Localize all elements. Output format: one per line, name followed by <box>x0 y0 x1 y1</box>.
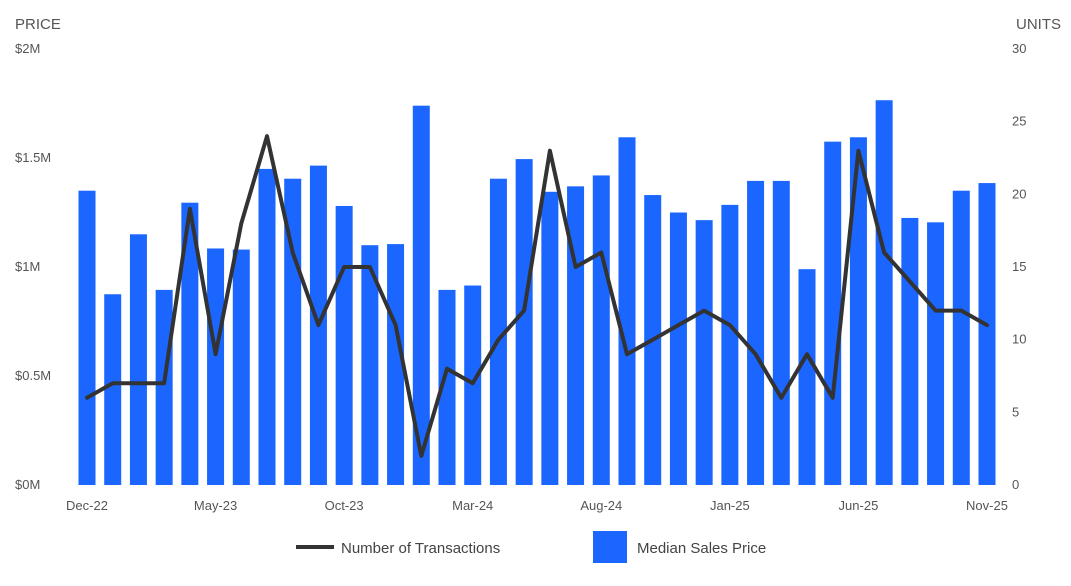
x-tick-label: Nov-25 <box>966 498 1008 513</box>
left-axis-title: PRICE <box>15 16 61 33</box>
bar <box>78 190 96 485</box>
right-tick-label: 30 <box>1012 41 1026 56</box>
x-tick-label: May-23 <box>194 498 237 513</box>
bar <box>798 269 816 485</box>
right-axis-ticks: 0 5 10 15 20 25 30 <box>1012 41 1026 492</box>
right-tick-label: 10 <box>1012 332 1026 347</box>
right-tick-label: 25 <box>1012 114 1026 129</box>
x-axis-ticks: Dec-22 May-23 Oct-23 Mar-24 Aug-24 Jan-25 Jun-… <box>66 498 1008 513</box>
bar <box>104 294 122 485</box>
bar <box>618 137 636 486</box>
legend: Number of Transactions Median Sales Price <box>296 531 766 563</box>
bar <box>284 178 302 485</box>
bar <box>361 245 379 485</box>
bar <box>849 137 867 486</box>
bar <box>258 168 276 485</box>
bar <box>875 100 893 485</box>
bar <box>901 217 919 485</box>
left-tick-label: $1.5M <box>15 150 51 165</box>
bar <box>772 180 790 485</box>
line-series <box>85 134 989 458</box>
left-tick-label: $0M <box>15 477 40 492</box>
right-axis-title: UNITS <box>1016 16 1061 33</box>
x-tick-label: Mar-24 <box>452 498 493 513</box>
x-tick-label: Jan-25 <box>710 498 750 513</box>
left-axis-ticks: $0M $0.5M $1M $1.5M $2M <box>15 41 51 492</box>
bar <box>592 175 610 485</box>
transactions-line <box>85 134 989 458</box>
bar <box>721 204 739 485</box>
bar <box>515 159 533 485</box>
bar <box>747 180 765 485</box>
bar <box>438 289 456 485</box>
bar <box>335 205 353 485</box>
bar <box>978 183 996 485</box>
bar <box>669 212 687 485</box>
left-tick-label: $2M <box>15 41 40 56</box>
legend-label-transactions: Number of Transactions <box>341 540 500 557</box>
right-tick-label: 0 <box>1012 477 1019 492</box>
bar <box>695 220 713 485</box>
left-tick-label: $0.5M <box>15 368 51 383</box>
bar <box>387 244 405 485</box>
bar <box>155 289 173 485</box>
left-tick-label: $1M <box>15 259 40 274</box>
bar <box>927 222 945 485</box>
legend-label-price: Median Sales Price <box>637 540 766 557</box>
x-tick-label: Aug-24 <box>580 498 622 513</box>
x-tick-label: Dec-22 <box>66 498 108 513</box>
x-tick-label: Oct-23 <box>325 498 364 513</box>
bar <box>232 249 250 485</box>
bar <box>541 191 559 486</box>
bar <box>952 190 970 485</box>
x-tick-label: Jun-25 <box>839 498 879 513</box>
right-tick-label: 20 <box>1012 186 1026 201</box>
legend-box-swatch <box>593 531 627 563</box>
right-tick-label: 15 <box>1012 259 1026 274</box>
bar <box>412 105 430 486</box>
bar <box>489 178 507 485</box>
bar-series <box>78 100 996 486</box>
bar <box>129 234 147 485</box>
bar <box>567 186 585 485</box>
right-tick-label: 5 <box>1012 404 1019 419</box>
bar <box>207 248 225 485</box>
bar <box>181 202 199 485</box>
bar <box>824 141 842 485</box>
